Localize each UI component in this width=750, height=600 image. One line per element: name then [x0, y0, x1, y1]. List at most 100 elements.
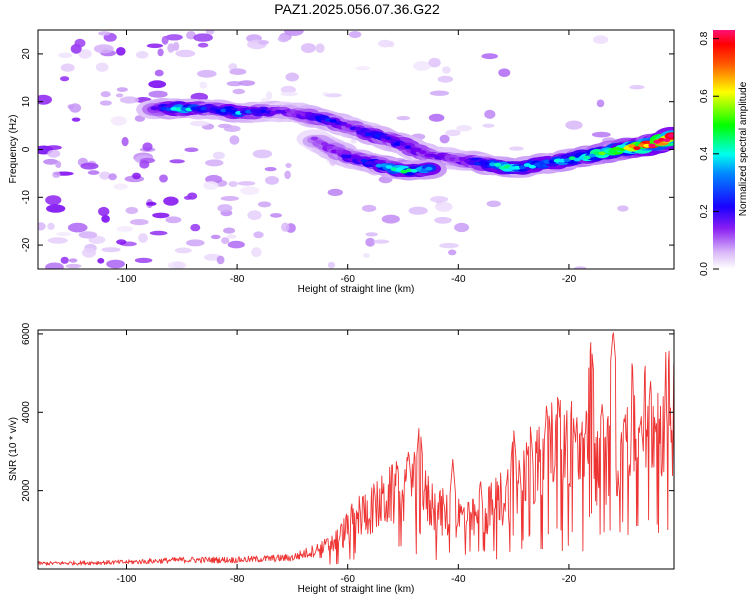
colorbar-tick-label: 0.0 [699, 262, 710, 276]
noise-blob [93, 44, 114, 54]
noise-blob [97, 258, 105, 264]
noise-blob [159, 174, 168, 183]
ridge-mark [384, 136, 392, 141]
noise-blob [99, 100, 112, 106]
noise-blob [362, 253, 370, 258]
noise-blob [428, 57, 441, 68]
noise-blob [617, 205, 629, 212]
ridge-mark [339, 122, 347, 126]
ridge-mark [494, 162, 502, 167]
noise-blob [220, 196, 239, 201]
ridge-mark [210, 107, 218, 111]
noise-blob [108, 173, 117, 181]
noise-blob [253, 231, 264, 239]
noise-blob [55, 160, 62, 169]
y-tick-label: 10 [21, 96, 32, 108]
noise-blob [98, 206, 110, 217]
spectrogram-x-label: Height of straight line (km) [298, 284, 415, 295]
noise-blob [115, 93, 124, 98]
noise-blob [227, 240, 245, 249]
noise-blob [121, 136, 129, 147]
noise-blob [355, 66, 370, 71]
noise-blob [229, 68, 247, 75]
noise-blob [229, 135, 240, 145]
noise-blob [172, 41, 180, 51]
colorbar-ticks: 0.0 0.2 0.4 0.6 0.8 [699, 31, 719, 276]
noise-blob [154, 69, 164, 77]
noise-blob [429, 90, 449, 96]
noise-blob [116, 47, 126, 56]
noise-blob [226, 81, 243, 87]
ridge-mark [663, 138, 671, 143]
noise-blob [247, 210, 262, 221]
noise-blob [251, 247, 262, 258]
ridge-mark [389, 138, 397, 143]
noise-blob [381, 214, 400, 224]
noise-blob [186, 239, 205, 247]
noise-blob [148, 80, 167, 89]
ridge-mark [608, 149, 616, 154]
noise-blob [78, 231, 98, 239]
noise-blob [45, 145, 62, 151]
noise-blob [396, 116, 411, 121]
colorbar-tick-label: 0.6 [699, 89, 710, 103]
noise-blob [132, 172, 141, 180]
noise-blob [413, 61, 431, 71]
noise-blob [87, 170, 100, 175]
ridge-mark [528, 164, 537, 169]
ridge-mark [648, 143, 656, 148]
noise-blob [101, 215, 110, 223]
colorbar: 0.0 0.2 0.4 0.6 0.8 Normalized spectral ampl… [699, 30, 749, 276]
noise-blob [65, 263, 82, 269]
ridge-mark [573, 157, 581, 162]
noise-blob [216, 255, 225, 265]
noise-blob [237, 181, 256, 186]
y-tick-label: 2000 [21, 479, 32, 502]
noise-blob [228, 181, 238, 187]
noise-blob [223, 227, 236, 234]
noise-blob [110, 116, 127, 126]
colorbar-tick-label: 0.8 [699, 31, 710, 45]
noise-blob [565, 120, 583, 130]
spectrogram-panel: -100 -80 -60 -40 -20 20 10 0 -10 -20 Height of s… [8, 29, 675, 295]
noise-blob [327, 261, 336, 269]
noise-blob [58, 52, 73, 59]
noise-blob [227, 234, 237, 239]
noise-blob [205, 159, 224, 167]
ridge-mark [653, 139, 661, 144]
x-tick-label: -20 [562, 574, 577, 585]
noise-blob [45, 262, 64, 269]
noise-blob [454, 222, 470, 233]
noise-blob [264, 167, 277, 172]
spectrogram-x-ticks: -100 -80 -60 -40 -20 [116, 30, 577, 285]
noise-blob [190, 223, 201, 232]
noise-blob [69, 103, 82, 113]
noise-blob [232, 88, 246, 95]
noise-blob [280, 85, 296, 94]
noise-blob [439, 134, 450, 144]
noise-blob [125, 207, 139, 214]
noise-blob [210, 234, 221, 240]
noise-blob [138, 233, 148, 243]
spectrogram-y-label: Frequency (Hz) [8, 115, 19, 184]
snr-x-label: Height of straight line (km) [298, 584, 415, 595]
ridge-mark [588, 153, 596, 158]
y-tick-label: -10 [21, 190, 32, 205]
noise-blob [60, 256, 69, 264]
ridge-mark [344, 124, 352, 128]
noise-blob [285, 163, 292, 168]
noise-blob [148, 90, 168, 98]
noise-blob [43, 158, 59, 165]
ridge-mark [309, 115, 317, 120]
noise-blob [47, 237, 68, 244]
noise-blob [596, 99, 605, 108]
noise-blob [482, 123, 495, 128]
noise-blob [167, 43, 175, 53]
x-tick-label: -80 [230, 574, 245, 585]
noise-blob [434, 216, 452, 224]
noise-blob [100, 91, 111, 98]
noise-blob [238, 80, 256, 86]
ridge-mark [399, 142, 407, 146]
noise-blob [146, 201, 157, 206]
